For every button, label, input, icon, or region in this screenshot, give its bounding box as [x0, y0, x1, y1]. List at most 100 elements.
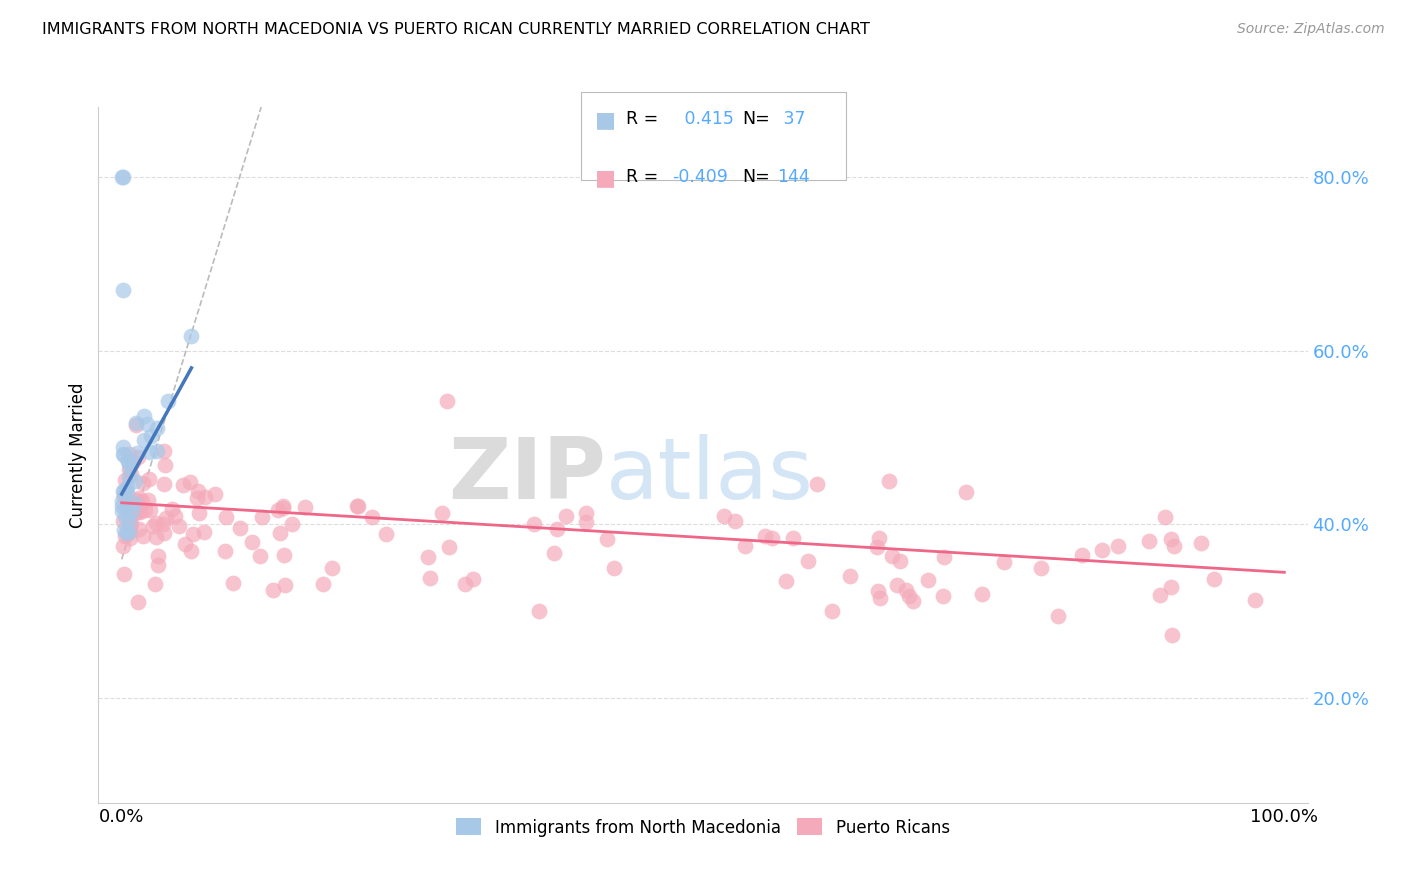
Point [430, 506, 453, 520]
Point [1154, 509, 1177, 524]
Point [118, 447, 141, 461]
Text: atlas: atlas [606, 434, 814, 517]
Point [262, 582, 284, 597]
Point [127, 450, 149, 465]
Point [124, 474, 146, 488]
Point [112, 523, 135, 537]
Point [125, 446, 148, 460]
Point [724, 514, 747, 528]
Point [111, 447, 134, 461]
Point [121, 455, 143, 469]
Point [796, 554, 818, 568]
Point [897, 589, 920, 603]
Point [146, 549, 169, 563]
Point [1160, 532, 1182, 546]
Point [193, 525, 215, 540]
Point [136, 493, 159, 508]
Point [187, 506, 209, 520]
Point [775, 574, 797, 588]
Text: 144: 144 [778, 168, 810, 186]
Point [838, 568, 860, 582]
Point [204, 487, 226, 501]
Point [117, 470, 139, 484]
Point [267, 503, 290, 517]
Point [1149, 588, 1171, 602]
Point [321, 561, 343, 575]
Point [917, 573, 939, 587]
Point [115, 480, 138, 494]
Point [886, 578, 908, 592]
Point [114, 510, 136, 524]
Legend: Immigrants from North Macedonia, Puerto Ricans: Immigrants from North Macedonia, Puerto … [450, 812, 956, 843]
Point [529, 604, 551, 618]
Point [575, 507, 598, 521]
Point [120, 520, 142, 534]
Point [115, 492, 138, 507]
Point [882, 549, 904, 563]
Point [152, 517, 174, 532]
Point [222, 576, 245, 591]
Point [120, 505, 142, 519]
Y-axis label: Currently Married: Currently Married [69, 382, 87, 528]
Point [269, 526, 291, 541]
Point [111, 539, 134, 553]
Point [1163, 539, 1185, 553]
Point [374, 527, 396, 541]
Point [117, 525, 139, 540]
Point [118, 524, 141, 539]
Point [155, 511, 177, 525]
Point [1160, 580, 1182, 594]
Point [174, 537, 197, 551]
Point [932, 550, 955, 565]
Point [180, 543, 202, 558]
Point [970, 587, 993, 601]
Point [160, 502, 183, 516]
Point [179, 475, 201, 489]
Point [124, 492, 146, 507]
Point [111, 504, 134, 518]
Point [543, 546, 565, 560]
Point [125, 505, 148, 519]
Point [523, 516, 546, 531]
Point [172, 478, 194, 492]
Point [955, 484, 977, 499]
Point [889, 554, 911, 568]
Point [361, 510, 384, 524]
Point [761, 531, 783, 545]
Point [1091, 542, 1114, 557]
Point [121, 503, 143, 517]
Point [734, 539, 756, 553]
Point [180, 329, 202, 343]
Point [596, 533, 619, 547]
Point [868, 532, 890, 546]
Point [806, 476, 828, 491]
Point [153, 458, 176, 473]
Point [121, 505, 143, 519]
Point [1161, 628, 1184, 642]
Point [461, 572, 484, 586]
Point [115, 526, 138, 541]
Point [157, 393, 180, 408]
Point [901, 593, 924, 607]
Point [117, 454, 139, 468]
Point [273, 549, 295, 563]
Point [866, 540, 889, 554]
Point [249, 549, 271, 563]
Point [153, 477, 176, 491]
Point [194, 491, 217, 505]
Point [187, 483, 209, 498]
Point [112, 488, 135, 502]
Point [869, 591, 891, 606]
Point [754, 529, 776, 543]
Point [546, 522, 568, 536]
Point [713, 508, 735, 523]
Point [114, 489, 136, 503]
Point [1107, 539, 1129, 553]
Point [132, 433, 155, 447]
Point [117, 486, 139, 500]
Point [439, 540, 461, 554]
Point [114, 474, 136, 488]
Point [122, 496, 145, 510]
Point [139, 503, 162, 517]
Point [215, 509, 238, 524]
